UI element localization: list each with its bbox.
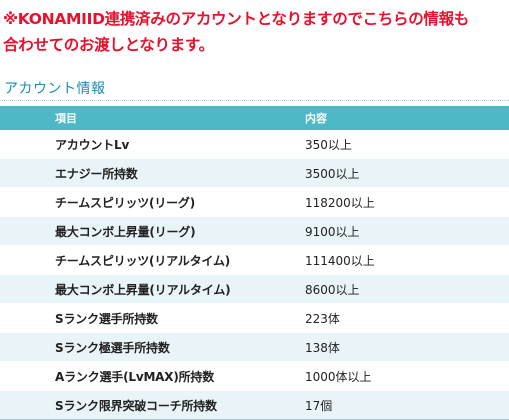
- row-value: 350以上: [248, 130, 509, 159]
- row-label: チームスピリッツ(リーグ): [0, 187, 248, 217]
- table-header-row: 項目 内容: [0, 106, 509, 130]
- table-row: 最大コンボ上昇量(リーグ) 9100以上: [0, 216, 509, 246]
- row-value: 223体: [248, 303, 509, 333]
- row-value: 1000体以上: [248, 361, 509, 391]
- section-divider: [0, 100, 509, 101]
- row-value: 8600以上: [248, 274, 509, 304]
- row-value: 118200以上: [248, 187, 509, 217]
- table-row: Sランク選手所持数 223体: [0, 303, 509, 333]
- row-label: 最大コンボ上昇量(リーグ): [0, 216, 248, 246]
- table-row: アカウントLv 350以上: [0, 130, 509, 159]
- row-label: アカウントLv: [0, 130, 248, 159]
- row-label: Sランク選手所持数: [0, 303, 248, 333]
- section-title: アカウント情報: [4, 81, 106, 97]
- table-row: エナジー所持数 3500以上: [0, 158, 509, 188]
- header-item: 項目: [0, 106, 248, 130]
- account-info-table: 項目 内容 アカウントLv 350以上 エナジー所持数 3500以上 チームスピ…: [0, 106, 509, 420]
- table-row: 最大コンボ上昇量(リアルタイム) 8600以上: [0, 274, 509, 304]
- notice-text: ※KONAMIID連携済みのアカウントとなりますのでこちらの情報も 合わせてのお…: [3, 6, 506, 58]
- row-value: 138体: [248, 332, 509, 362]
- row-label: Sランク限界突破コーチ所持数: [0, 390, 248, 420]
- header-content: 内容: [248, 106, 509, 130]
- table-row: Aランク選手(LvMAX)所持数 1000体以上: [0, 361, 509, 391]
- row-value: 17個: [248, 390, 509, 420]
- row-label: エナジー所持数: [0, 158, 248, 188]
- row-label: チームスピリッツ(リアルタイム): [0, 245, 248, 275]
- row-label: Aランク選手(LvMAX)所持数: [0, 361, 248, 391]
- table-row: Sランク極選手所持数 138体: [0, 332, 509, 362]
- row-label: 最大コンボ上昇量(リアルタイム): [0, 274, 248, 304]
- row-value: 3500以上: [248, 158, 509, 188]
- row-value: 9100以上: [248, 216, 509, 246]
- row-value: 111400以上: [248, 245, 509, 275]
- notice-line-2: 合わせてのお渡しとなります。: [3, 36, 214, 54]
- table-row: チームスピリッツ(リーグ) 118200以上: [0, 187, 509, 217]
- table-row: チームスピリッツ(リアルタイム) 111400以上: [0, 245, 509, 275]
- table-row: Sランク限界突破コーチ所持数 17個: [0, 390, 509, 420]
- notice-line-1: ※KONAMIID連携済みのアカウントとなりますのでこちらの情報も: [3, 10, 469, 28]
- row-label: Sランク極選手所持数: [0, 332, 248, 362]
